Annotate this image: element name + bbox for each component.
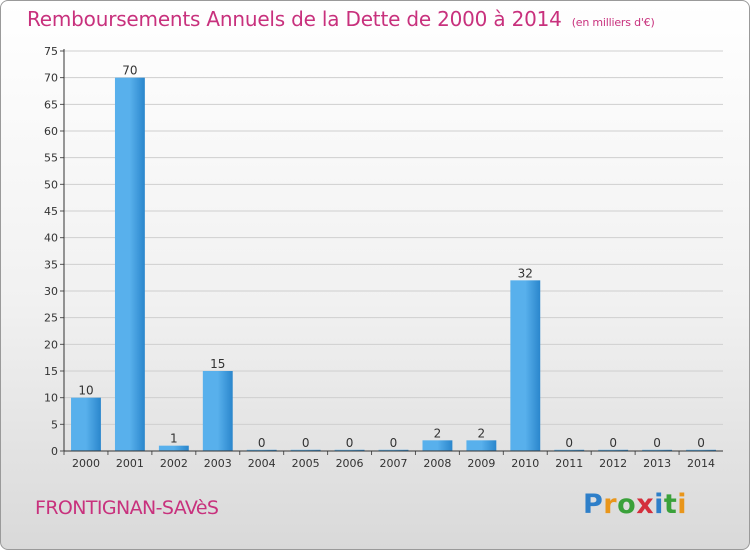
x-tick-label: 2014 [687,457,715,470]
bar [510,280,541,451]
bar [598,449,629,451]
y-tick-label: 5 [51,418,58,431]
y-tick-label: 65 [44,98,58,111]
x-tick-labels: 2000 2001 2002 2003 2004 2005 2006 2007 2008 2009… [63,451,715,470]
y-tick-label: 30 [44,285,58,298]
x-tick-label: 2011 [555,457,583,470]
logo-letter: i [654,489,664,520]
y-tick-label: 25 [44,312,58,325]
y-tick-label: 0 [51,445,58,458]
data-label: 2 [478,426,486,440]
bar [378,449,409,451]
logo-letter: r [603,489,618,520]
x-tick-label: 2008 [423,457,451,470]
chart-title: Remboursements Annuels de la Dette de 20… [27,7,655,31]
data-label: 0 [609,436,617,450]
logo-letter: P [583,489,604,520]
data-label: 0 [346,436,354,450]
x-tick-label: 2006 [336,457,364,470]
data-label: 32 [518,266,533,280]
bar [202,371,233,451]
data-label: 0 [390,436,398,450]
y-tick-label: 40 [44,232,58,245]
x-tick-label: 2010 [511,457,539,470]
data-label: 2 [434,426,442,440]
bar [642,449,673,451]
y-tick-labels: 0 5 10 15 20 25 30 35 40 45 50 55 60 65 70 75 [44,45,58,458]
data-label: 1 [170,432,178,446]
bar [246,449,277,451]
x-tick-label: 2004 [248,457,276,470]
y-tick-label: 50 [44,178,58,191]
bar [686,449,716,451]
commune-name: FRONTIGNAN-SAVèS [35,497,219,519]
x-tick-label: 2007 [380,457,408,470]
axes [63,49,723,452]
data-label: 10 [78,384,93,398]
x-tick-label: 2009 [467,457,495,470]
bar [422,440,453,451]
y-tick-label: 55 [44,152,58,165]
logo-letter: x [636,489,655,520]
grid-lines [60,50,723,452]
bar [71,397,101,451]
x-tick-label: 2013 [643,457,671,470]
data-label: 0 [653,436,661,450]
unit-note: (en milliers d'€) [571,16,655,29]
y-tick-label: 10 [44,392,58,405]
y-tick-label: 15 [44,365,58,378]
bar [334,449,365,451]
bars [71,77,716,452]
y-tick-label: 60 [44,125,58,138]
y-tick-label: 35 [44,258,58,271]
data-label: 0 [565,436,573,450]
bar [554,449,585,451]
bar [158,445,189,451]
bar [114,77,145,452]
proxiti-logo: Proxiti [583,489,687,520]
y-tick-label: 70 [44,72,58,85]
logo-letter: t [663,489,678,520]
bar [290,449,321,451]
x-tick-label: 2000 [72,457,100,470]
data-label: 70 [122,64,137,78]
x-tick-label: 2012 [599,457,627,470]
data-label: 15 [210,357,225,371]
x-tick-label: 2003 [204,457,232,470]
x-tick-label: 2001 [116,457,144,470]
chart-title-text: Remboursements Annuels de la Dette de 20… [27,7,562,31]
bar [466,440,497,451]
y-tick-label: 20 [44,338,58,351]
y-tick-label: 75 [44,45,58,58]
x-tick-label: 2005 [292,457,320,470]
data-label: 0 [697,436,705,450]
x-tick-label: 2002 [160,457,188,470]
logo-letter: o [617,489,637,520]
y-tick-label: 45 [44,205,58,218]
data-label: 0 [258,436,266,450]
data-label: 0 [302,436,310,450]
data-labels: 10 70 1 15 0 0 0 0 2 2 32 0 0 0 0 [78,64,705,450]
logo-letter: i [677,489,688,520]
